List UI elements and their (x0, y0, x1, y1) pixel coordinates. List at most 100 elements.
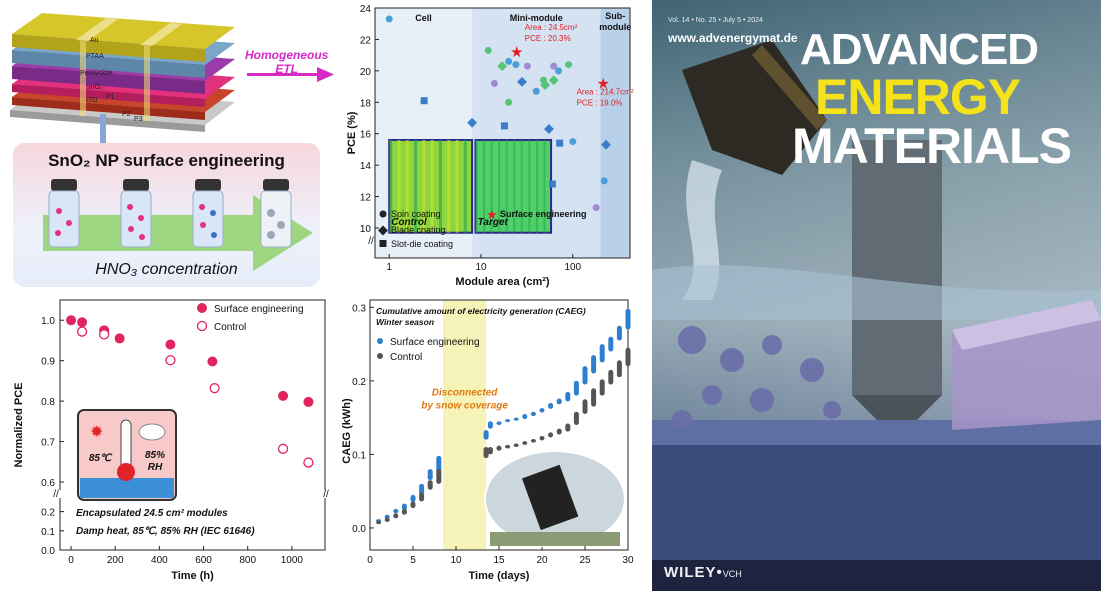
vial-2 (120, 179, 152, 248)
inset-target (474, 139, 553, 234)
cover-issue-meta: Vol. 14 • No. 25 • July 5 • 2024 (668, 17, 763, 24)
cover-title-line1: ADVANCED (800, 25, 1039, 74)
annot-2-area: Area : 214.7cm² (577, 87, 634, 96)
point-surface (303, 396, 314, 407)
point-surface (278, 390, 289, 401)
x-tick-label: 30 (622, 555, 634, 566)
layer-label-ito: ITO (86, 97, 98, 104)
x-tick-label: 100 (564, 262, 581, 273)
bar-control (556, 428, 562, 435)
point-spin (523, 62, 531, 70)
bar-control (530, 438, 536, 443)
bar-control (410, 501, 416, 509)
bar-control (487, 447, 493, 455)
y-tick-label: 0.0 (41, 546, 55, 557)
legend-surface-marker (197, 303, 207, 313)
point-blade (467, 117, 478, 128)
legend-surface-label: Surface engineering (500, 209, 587, 219)
inset-target-stripe (528, 140, 531, 233)
point-surface (66, 315, 77, 326)
publisher-name: WILEY (664, 564, 717, 581)
bar-surface (573, 380, 579, 396)
vial-3 (192, 179, 224, 248)
y-tick-label: 14 (360, 161, 372, 172)
x-tick-label: 400 (151, 555, 168, 566)
bar-control (599, 379, 605, 396)
point-spin (592, 204, 600, 212)
x-axis-label: Time (h) (171, 570, 214, 582)
x-tick-label: 800 (239, 555, 256, 566)
bar-surface (556, 398, 562, 405)
bar-control (483, 447, 489, 459)
x-tick-label: 10 (475, 262, 487, 273)
point-blade (601, 139, 611, 150)
region-label-sub-1: Sub- (605, 11, 625, 21)
bar-control (548, 432, 554, 438)
point-slot (548, 180, 556, 188)
point-control (76, 326, 88, 337)
cloud-icon (138, 423, 166, 441)
layer-label-au: Au (90, 37, 99, 44)
x-axis-label: Module area (cm²) (455, 276, 549, 288)
region-label-sub-2: module (599, 22, 631, 32)
bar-control (376, 520, 382, 525)
y-tick-label: 0.1 (352, 450, 366, 461)
bar-control (419, 492, 425, 502)
annot-2-pce: PCE : 19.0% (577, 98, 623, 107)
y-tick-label: 0.6 (41, 478, 55, 489)
homogeneous-etl-label: Homogeneous ETL (245, 48, 328, 76)
bar-surface (565, 391, 571, 402)
bar-surface (483, 430, 489, 440)
bar-surface (522, 413, 528, 420)
bar-surface (505, 419, 511, 423)
layer-label-sno2: SnO₂ (86, 84, 103, 91)
y-axis-break: // (368, 236, 374, 247)
bar-surface (401, 503, 407, 511)
snow-shade (443, 300, 487, 550)
x-tick-label: 20 (536, 555, 548, 566)
inset-control-stripe (463, 140, 467, 233)
publisher-logo: WILEY•VCH (664, 564, 742, 581)
point-surface: ★ (597, 75, 610, 92)
point-surface: ★ (510, 44, 523, 61)
bar-control (393, 513, 399, 519)
point-surface (114, 333, 125, 344)
x-tick-label: 0 (68, 555, 74, 566)
bar-control (539, 436, 545, 441)
bar-control (427, 480, 433, 490)
point-control (165, 355, 176, 366)
point-slot (556, 139, 564, 147)
legend-surface-marker (377, 338, 383, 344)
bar-surface (616, 325, 622, 341)
zoom-connector (100, 114, 106, 144)
inset-control-stripe (438, 140, 442, 233)
cover-url: www.advenergymat.de (668, 31, 798, 45)
axis-break-right: // (323, 489, 329, 500)
x-tick-label: 200 (107, 555, 124, 566)
np-surface-engineering-box: SnO₂ NP surface engineering (13, 143, 320, 287)
layer-label-ptaa: PTAA (86, 53, 104, 60)
point-spin (505, 57, 513, 65)
inset-target-stripe (483, 140, 486, 233)
bar-surface (487, 421, 493, 429)
bar-surface (582, 366, 588, 385)
thermometer-icon (120, 419, 132, 471)
inset-control-stripe (389, 140, 393, 233)
module-stack-illustration: Au PTAA Perovskite SnO₂ ITO P1 P2 P3 (10, 13, 334, 144)
shade-label-2: by snow coverage (421, 401, 508, 412)
point-spin (512, 61, 520, 69)
inset-label-control: Control (391, 217, 427, 228)
arrow-label-line2: ETL (275, 62, 298, 76)
y-tick-label: 22 (360, 35, 372, 46)
inset-target-stripe (535, 140, 538, 233)
pce-vs-area-svg: Cell Mini-module Sub-module 10 12 14 16 18 20 22 2… (346, 4, 634, 288)
chart-title-2: Winter season (376, 317, 434, 327)
bar-control (573, 411, 579, 425)
point-surface (165, 339, 176, 350)
photo-ground (490, 532, 620, 546)
bar-surface (436, 455, 442, 473)
x-tick-label: 5 (410, 555, 416, 566)
bottle (682, 40, 827, 175)
damp-heat-svg: ////0.60.70.80.91.00.00.10.20 200 400 600 80… (13, 299, 329, 582)
point-slot (420, 97, 428, 105)
